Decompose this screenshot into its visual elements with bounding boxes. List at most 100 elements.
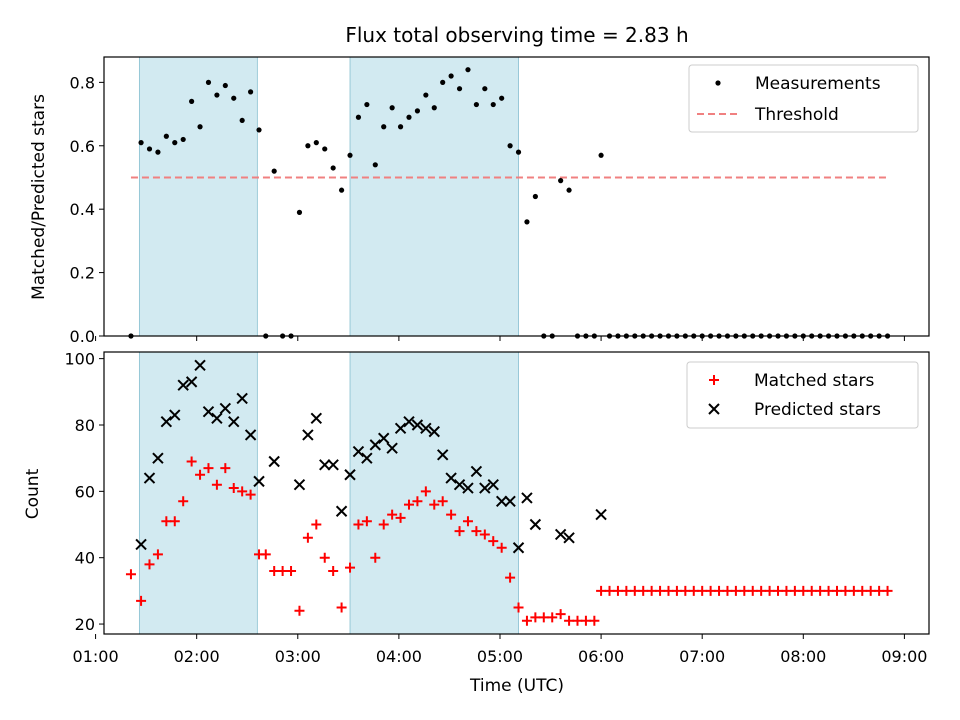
- predicted-point: [219, 402, 232, 415]
- matched-point: [488, 536, 499, 547]
- measurement-point: [231, 95, 237, 101]
- matched-point: [186, 456, 197, 467]
- bottom-panel: 20 40 60 80 100 01:00 02:00 03:00 04:00 05:00 06:…: [23, 350, 930, 696]
- measurement-point: [507, 143, 513, 149]
- top-panel: 0.00.20.40.60.8 Matched/Predicted stars …: [29, 56, 930, 346]
- predicted-point: [169, 409, 181, 421]
- matched-point: [220, 463, 231, 474]
- x-tick-label: 03:00: [275, 647, 321, 666]
- predicted-point: [143, 472, 156, 484]
- legend-label-measurements: Measurements: [755, 74, 881, 94]
- y-tick-label: 0.0: [70, 327, 95, 346]
- matched-point: [882, 585, 893, 596]
- predicted-point: [479, 482, 491, 494]
- y-tick-label: 0.2: [70, 264, 95, 283]
- matched-point: [865, 585, 876, 596]
- predicted-point: [202, 406, 215, 418]
- matched-point: [361, 516, 372, 527]
- matched-point: [378, 519, 389, 530]
- matched-point: [136, 595, 147, 606]
- measurement-point: [364, 101, 370, 108]
- legend-box: [686, 361, 919, 429]
- matched-point: [621, 585, 632, 596]
- measurement-point: [172, 140, 178, 146]
- predicted-point: [470, 465, 483, 478]
- measurement-point: [482, 86, 488, 92]
- matched-point: [211, 479, 222, 490]
- matched-point: [513, 602, 524, 613]
- bottom-shaded-spans: [138, 351, 519, 635]
- measurement-point: [163, 133, 169, 139]
- measurement-point: [146, 146, 153, 152]
- matched-point: [144, 559, 155, 570]
- chart-title: Flux total observing time = 2.83 h: [345, 23, 688, 47]
- predicted-point: [352, 445, 365, 458]
- predicted-point: [369, 439, 382, 451]
- matched-point: [555, 609, 566, 620]
- matched-point: [353, 519, 364, 530]
- matched-point: [705, 585, 716, 596]
- predicted-point: [335, 505, 348, 517]
- x-axis-label: Time (UTC): [469, 676, 564, 696]
- bottom-axes-frame: [103, 351, 930, 635]
- matched-point: [496, 542, 507, 553]
- matched-point: [328, 565, 339, 576]
- measurement-point: [197, 124, 203, 130]
- matched-point: [671, 585, 682, 596]
- matched-point: [319, 552, 330, 563]
- x-tick-label: 01:00: [73, 647, 119, 666]
- matched-point: [747, 585, 758, 596]
- predicted-point: [462, 482, 474, 494]
- y-tick-label: 0.6: [70, 137, 95, 156]
- matched-point: [479, 529, 490, 540]
- matched-point: [688, 585, 699, 596]
- measurement-point: [598, 152, 604, 158]
- matched-point: [806, 585, 817, 596]
- matched-point: [370, 552, 381, 563]
- measurement-point: [305, 143, 311, 149]
- matched-point: [169, 516, 180, 527]
- x-tick-label: 08:00: [780, 647, 826, 666]
- x-tick-label: 07:00: [679, 647, 725, 666]
- measurement-point: [524, 219, 530, 225]
- matched-point: [848, 585, 859, 596]
- matched-point: [638, 585, 649, 596]
- predicted-point: [386, 442, 398, 454]
- matched-point: [697, 585, 708, 596]
- top-legend: Measurements Threshold: [688, 64, 919, 133]
- matched-point: [798, 585, 809, 596]
- matched-point: [773, 585, 784, 596]
- predicted-point: [453, 478, 466, 491]
- predicted-point: [554, 528, 567, 541]
- predicted-point: [268, 455, 280, 468]
- matched-point: [429, 499, 440, 510]
- matched-point: [395, 512, 406, 523]
- measurement-point: [347, 152, 353, 158]
- measurement-point: [338, 187, 345, 193]
- matched-point: [420, 486, 431, 497]
- observing-span: [349, 351, 519, 635]
- matched-point: [596, 585, 607, 596]
- y-tick-label: 60: [75, 482, 95, 501]
- measurement-point: [180, 136, 186, 143]
- matched-point: [722, 585, 733, 596]
- top-y-axis-label: Matched/Predicted stars: [29, 94, 49, 300]
- y-tick-label: 80: [75, 416, 95, 435]
- matched-point: [387, 509, 398, 520]
- matched-point: [260, 549, 271, 560]
- legend-label-threshold: Threshold: [754, 105, 839, 125]
- matched-point: [564, 615, 575, 626]
- predicted-point: [420, 422, 432, 435]
- matched-point: [178, 496, 189, 507]
- measurement-point: [515, 149, 522, 155]
- measurement-point: [566, 187, 572, 193]
- measurement-point: [372, 162, 378, 168]
- matched-point: [589, 615, 600, 626]
- legend-box: [688, 64, 919, 133]
- y-tick-label: 40: [75, 549, 95, 568]
- measurement-point: [406, 114, 412, 120]
- matched-point: [505, 572, 516, 583]
- observing-span: [138, 351, 258, 635]
- measurement-point: [256, 127, 262, 133]
